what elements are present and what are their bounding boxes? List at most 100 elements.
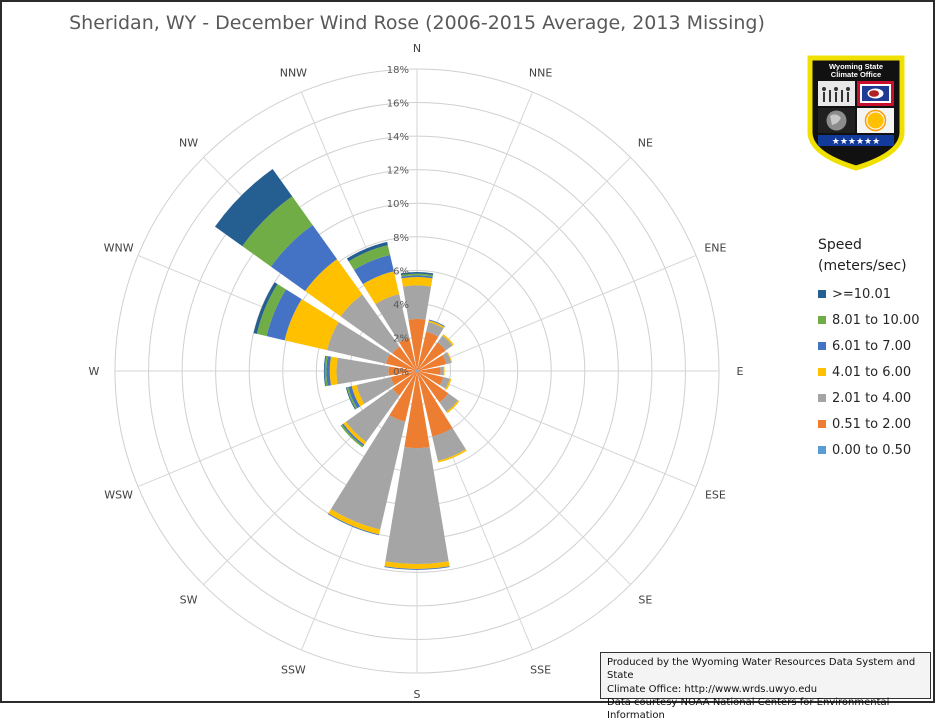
bar-ne-0-51-to-2-00 xyxy=(417,342,446,371)
radial-tick-label: 6% xyxy=(393,266,409,277)
legend-item: 2.01 to 4.00 xyxy=(818,385,933,411)
bar-ene-2-01-to-4-00 xyxy=(442,352,452,365)
bar-ne-4-01-to-6-00 xyxy=(442,334,454,346)
bar-wnw-8-01-to-10-00 xyxy=(256,283,287,337)
logo-people-icon xyxy=(823,90,849,102)
bar-sse-0-00-to-0-50 xyxy=(417,371,418,373)
bar-se-0-00-to-0-50 xyxy=(417,371,419,373)
legend-item: 4.01 to 6.00 xyxy=(818,359,933,385)
legend-title-line1: Speed xyxy=(818,237,862,253)
logo-sun-icon xyxy=(867,112,884,129)
bar-s-0-00-to-0-50 xyxy=(416,371,418,373)
direction-label-w: W xyxy=(89,365,100,378)
bar-nnw-0-00-to-0-50 xyxy=(416,369,417,371)
bar-nne-6-01-to-7-00 xyxy=(428,319,445,327)
credits-box: Produced by the Wyoming Water Resources … xyxy=(600,652,931,721)
bar-sse-0-51-to-2-00 xyxy=(417,372,453,437)
bar-ene-0-00-to-0-50 xyxy=(417,370,419,371)
bar-sw-2-01-to-4-00 xyxy=(346,388,400,442)
grid-spoke xyxy=(416,370,697,488)
bar-w-6-01-to-7-00 xyxy=(326,356,331,386)
grid-spoke xyxy=(416,157,631,372)
legend-label: 6.01 to 7.00 xyxy=(832,338,912,354)
bar-n-0-51-to-2-00 xyxy=(408,318,426,370)
radial-tick-label: 2% xyxy=(393,333,409,344)
radial-tick-label: 16% xyxy=(387,99,409,110)
legend-item: 0.00 to 0.50 xyxy=(818,437,933,463)
credits-line1: Produced by the Wyoming Water Resources … xyxy=(607,657,916,682)
legend-item: 6.01 to 7.00 xyxy=(818,333,933,359)
bar-nne-2-01-to-4-00 xyxy=(426,321,444,337)
direction-label-sw: SW xyxy=(180,593,198,606)
bar-w-0-51-to-2-00 xyxy=(388,366,416,376)
bar-w-10-01 xyxy=(323,355,326,387)
legend-swatch xyxy=(818,290,826,298)
radial-tick-labels: 0% 2% 4% 6% 8% 10% 12% 14% 16% 18% xyxy=(387,65,409,378)
bar-nw-2-01-to-4-00 xyxy=(340,294,400,354)
bar-wsw-8-01-to-10-00 xyxy=(346,386,358,410)
direction-label-nne: NNE xyxy=(529,67,552,80)
legend-label: 2.01 to 4.00 xyxy=(832,390,912,406)
bar-w-2-01-to-4-00 xyxy=(336,357,389,385)
bar-e-0-51-to-2-00 xyxy=(418,367,441,375)
bar-nne-4-01-to-6-00 xyxy=(428,320,445,329)
bar-sw-6-01-to-7-00 xyxy=(341,423,365,447)
bar-e-2-01-to-4-00 xyxy=(440,366,444,376)
direction-label-sse: SSE xyxy=(530,663,551,676)
bar-sse-2-01-to-4-00 xyxy=(432,427,466,461)
bar-n-2-01-to-4-00 xyxy=(402,285,432,320)
legend-swatch xyxy=(818,446,826,454)
wyoming-climate-office-logo: Wyoming State Climate Office ★★★★★★ xyxy=(807,55,905,171)
legend: Speed (meters/sec) >=10.01 8.01 to 10.00 6… xyxy=(818,235,933,463)
bar-n-10-01 xyxy=(400,272,434,276)
wind-rose-bars xyxy=(214,168,467,570)
bar-nw-6-01-to-7-00 xyxy=(270,224,338,292)
bar-wnw-0-51-to-2-00 xyxy=(385,354,416,371)
credits-line2: Climate Office: http://www.wrds.uwyo.edu xyxy=(607,683,818,695)
radial-tick-label: 12% xyxy=(387,166,409,177)
bar-n-6-01-to-7-00 xyxy=(401,275,433,279)
bar-sw-0-51-to-2-00 xyxy=(392,371,417,396)
direction-label-wsw: WSW xyxy=(104,489,133,502)
bar-nw-8-01-to-10-00 xyxy=(242,196,313,267)
bar-ne-2-01-to-4-00 xyxy=(437,335,453,351)
bar-nnw-8-01-to-10-00 xyxy=(348,245,391,270)
bar-nnw-4-01-to-6-00 xyxy=(362,271,400,305)
legend-label: >=10.01 xyxy=(832,286,892,302)
bar-nw-10-01 xyxy=(214,168,293,247)
bar-ene-0-51-to-2-00 xyxy=(418,355,447,371)
legend-items: >=10.01 8.01 to 10.00 6.01 to 7.00 4.01 to … xyxy=(818,281,933,463)
bar-ssw-0-00-to-0-50 xyxy=(416,371,417,373)
bar-s-4-01-to-6-00 xyxy=(384,561,450,569)
bar-se-0-51-to-2-00 xyxy=(417,371,449,403)
radial-tick-label: 4% xyxy=(393,300,409,311)
legend-label: 0.51 to 2.00 xyxy=(832,416,912,432)
legend-swatch xyxy=(818,368,826,376)
bar-nw-0-51-to-2-00 xyxy=(392,346,417,371)
bar-wnw-2-01-to-4-00 xyxy=(327,322,390,364)
bar-wnw-6-01-to-7-00 xyxy=(266,289,302,341)
legend-label: 4.01 to 6.00 xyxy=(832,364,912,380)
legend-swatch xyxy=(818,316,826,324)
bar-n-8-01-to-10-00 xyxy=(401,273,433,277)
bar-n-0-00-to-0-50 xyxy=(416,369,418,371)
bar-sw-8-01-to-10-00 xyxy=(340,424,364,448)
radial-tick-label: 18% xyxy=(387,65,409,76)
bar-w-8-01-to-10-00 xyxy=(324,355,328,387)
bar-nw-0-00-to-0-50 xyxy=(415,369,417,371)
direction-label-s: S xyxy=(414,688,421,701)
bar-ene-4-01-to-6-00 xyxy=(446,351,453,364)
direction-label-ne: NE xyxy=(638,137,653,150)
bar-wsw-0-51-to-2-00 xyxy=(390,371,416,386)
direction-label-wnw: WNW xyxy=(104,241,134,254)
direction-labels: N NNE NE ENE E ESE SE SSE S SSW SW WSW W WNW NW NNW xyxy=(89,42,744,701)
radial-tick-label: 8% xyxy=(393,233,409,244)
bar-nne-0-51-to-2-00 xyxy=(417,331,439,370)
bar-ese-0-51-to-2-00 xyxy=(418,371,444,386)
bar-s-0-51-to-2-00 xyxy=(404,372,430,449)
bar-nnw-2-01-to-4-00 xyxy=(375,294,410,343)
radial-tick-label: 0% xyxy=(393,367,409,378)
logo-stars: ★★★★★★ xyxy=(832,137,880,147)
legend-label: 8.01 to 10.00 xyxy=(832,312,920,328)
legend-label: 0.00 to 0.50 xyxy=(832,442,912,458)
